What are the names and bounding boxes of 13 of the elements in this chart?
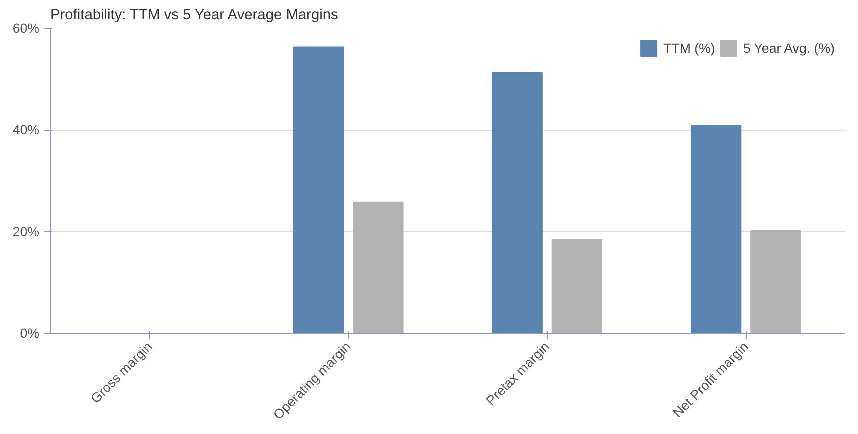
bar xyxy=(750,230,802,334)
legend-label: 5 Year Avg. (%) xyxy=(743,40,835,56)
y-tick-label: 20% xyxy=(12,224,40,240)
legend-label: TTM (%) xyxy=(664,40,716,56)
bar xyxy=(353,202,404,334)
chart-title: Profitability: TTM vs 5 Year Average Margins xyxy=(50,8,338,24)
bar xyxy=(293,46,344,334)
bar xyxy=(690,125,742,334)
y-tick-label: 0% xyxy=(20,326,40,341)
y-tick-label: 60% xyxy=(12,21,40,36)
bar xyxy=(552,238,603,334)
bar xyxy=(492,72,543,334)
y-tick-label: 40% xyxy=(12,122,40,138)
